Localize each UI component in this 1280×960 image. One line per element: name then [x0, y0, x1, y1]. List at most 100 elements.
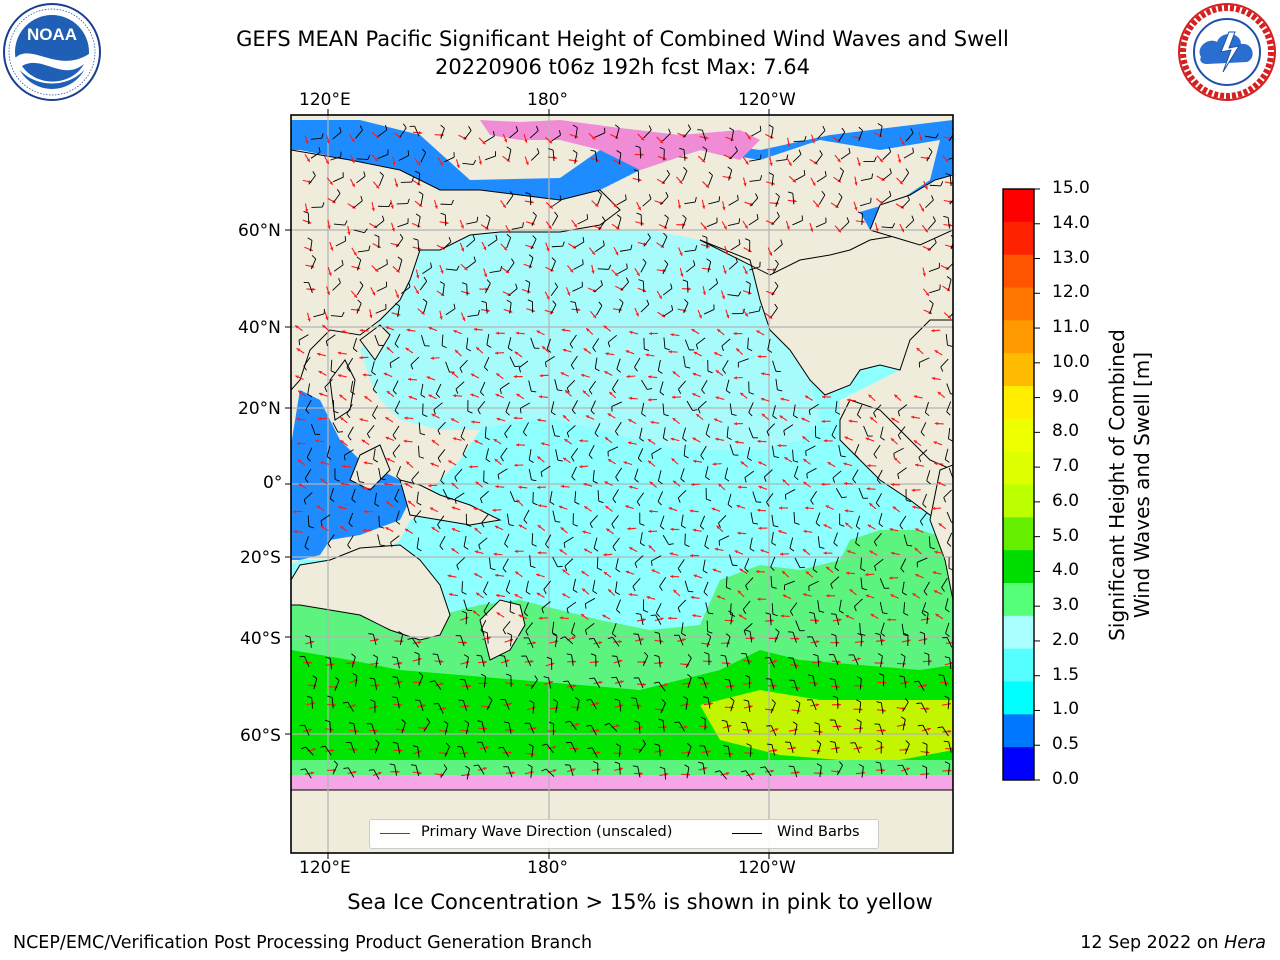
wave-direction-arrowhead [696, 413, 700, 418]
wave-direction-arrowhead [354, 747, 358, 752]
wind-barb [589, 515, 598, 524]
wave-direction-arrowhead [395, 294, 399, 299]
wind-barb-flag [551, 411, 556, 416]
wave-direction-arrowhead [484, 726, 488, 731]
wind-barb-flag [683, 455, 689, 459]
wind-barb [597, 490, 600, 502]
colorbar-tick-label: 14.0 [1052, 212, 1090, 233]
wind-barb-flag [592, 347, 596, 352]
wind-barb [528, 380, 532, 392]
wind-barb [396, 657, 400, 669]
wind-barb-flag [407, 637, 413, 640]
wave-direction-arrowhead [745, 161, 749, 165]
wind-barb-flag [771, 699, 776, 704]
wind-barb [833, 654, 839, 666]
wind-barb [880, 763, 883, 775]
wind-barb [506, 195, 514, 205]
wave-direction-arrowhead [801, 417, 805, 421]
wave-direction-arrowhead [375, 729, 379, 733]
wind-barb-flag [834, 567, 840, 572]
wave-direction-arrowhead [536, 573, 540, 577]
wind-barb-flag [461, 610, 467, 614]
wind-barb-flag [726, 436, 732, 441]
wind-barb-flag [380, 544, 386, 547]
wind-barb [306, 447, 313, 458]
wave-direction-arrowhead [913, 440, 918, 444]
wind-barb-flag [948, 438, 953, 442]
wind-barb-flag [395, 520, 401, 525]
wind-barb [550, 401, 555, 413]
wind-barb [611, 515, 619, 525]
wind-barb [401, 722, 406, 734]
wind-barb [795, 620, 801, 631]
wind-barb-flag [783, 430, 786, 436]
chart-title: GEFS MEAN Pacific Significant Height of … [236, 27, 1009, 51]
wind-barb-flag [486, 344, 492, 348]
wave-direction-arrowhead [659, 139, 664, 144]
wave-direction-arrowhead [865, 437, 870, 441]
wind-barb [904, 743, 910, 755]
wind-barb-flag [394, 498, 399, 503]
wind-barb-flag [372, 654, 378, 658]
wind-barb-flag [476, 216, 479, 222]
wave-direction-arrowhead [660, 617, 664, 621]
wave-direction-arrowhead [394, 183, 399, 188]
wind-barb-flag [626, 263, 628, 269]
wind-barb-flag [472, 234, 476, 240]
wind-barb-flag [456, 265, 460, 271]
wind-barb-flag [545, 543, 550, 549]
wind-barb-flag [307, 393, 313, 398]
wind-barb-flag [765, 678, 772, 680]
wind-barb-flag [392, 390, 397, 395]
wind-barb-flag [615, 476, 619, 482]
wave-direction-arrowhead [297, 459, 302, 463]
wind-barb-flag [780, 239, 783, 245]
wave-direction-arrowhead [439, 162, 443, 166]
wave-direction-arrowhead [847, 398, 851, 402]
wind-barb [640, 262, 647, 273]
wave-direction-arrowhead [906, 767, 910, 771]
wind-barb-flag [363, 171, 366, 177]
wave-direction-arrowhead [426, 376, 430, 380]
wind-barb [374, 492, 377, 504]
wave-direction-arrowhead [770, 769, 774, 773]
wind-barb-flag [304, 546, 310, 551]
wind-barb [945, 334, 948, 346]
wave-direction-arrowhead [625, 505, 629, 509]
wave-direction-arrowhead [757, 439, 761, 444]
wind-barb-flag [502, 568, 507, 573]
wave-direction-arrowhead [737, 590, 742, 594]
wind-barb [310, 151, 321, 159]
wave-direction-arrowhead [724, 251, 729, 255]
wave-direction-arrowhead [569, 268, 574, 273]
wave-direction-arrowhead [562, 415, 567, 419]
wind-barb [615, 127, 620, 139]
wind-barb [687, 677, 692, 689]
wind-barb [423, 721, 431, 732]
wind-barb-flag [705, 476, 710, 481]
wind-barb [346, 404, 353, 415]
wind-barb-flag [838, 192, 843, 198]
wind-barb-flag [900, 568, 905, 573]
wind-barb-flag [663, 413, 669, 417]
wind-barb [570, 742, 577, 753]
wind-barb-flag [919, 521, 924, 526]
wave-direction-arrowhead [670, 333, 674, 337]
wind-barb [707, 697, 711, 709]
wind-barb [725, 379, 730, 391]
wave-direction-arrowhead [539, 373, 543, 378]
wave-direction-arrowhead [691, 329, 696, 333]
wind-barb-flag [897, 435, 902, 440]
wind-barb-flag [543, 676, 549, 679]
wind-barb [550, 286, 558, 297]
wave-direction-arrowhead [690, 595, 695, 600]
wind-barb-flag [535, 125, 539, 131]
wind-barb-flag [666, 169, 671, 175]
wind-barb [947, 427, 951, 439]
wind-barb-flag [418, 672, 424, 677]
wave-direction-arrowhead [431, 439, 436, 444]
wave-direction-arrowhead [733, 422, 738, 426]
wind-barb-flag [707, 631, 713, 634]
sea-ice-antarctic [291, 775, 953, 790]
wave-direction-arrowhead [772, 268, 777, 272]
